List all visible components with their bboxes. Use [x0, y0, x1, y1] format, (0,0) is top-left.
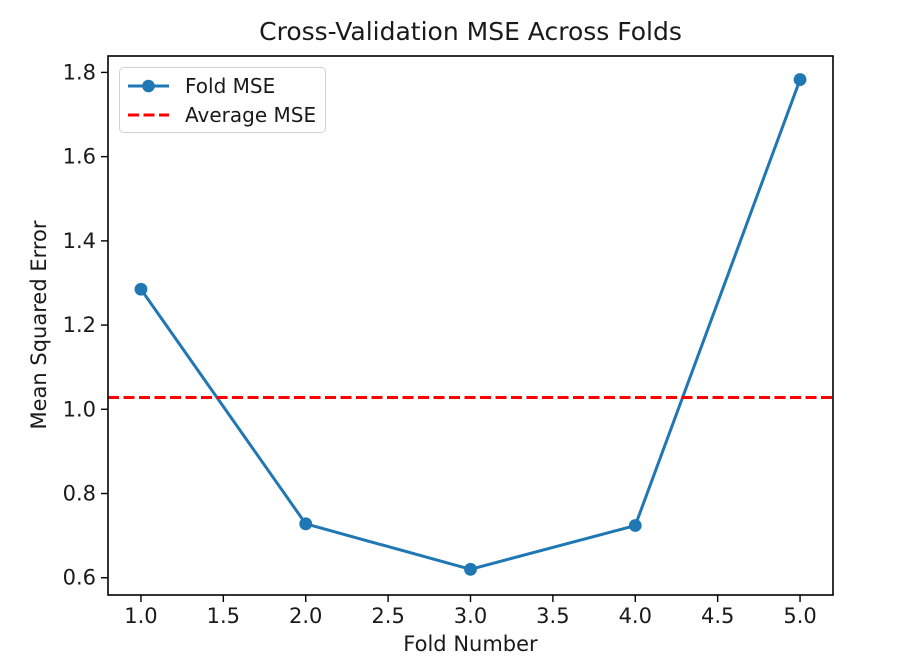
data-point	[628, 519, 642, 532]
legend: Fold MSE Average MSE	[119, 67, 326, 133]
legend-item-average-mse: Average MSE	[127, 100, 317, 129]
x-axis: 1.0 1.5 2.0 2.5 3.0 3.5 4.0 4.5 5.0	[124, 595, 817, 628]
x-tick-label: 3.0	[454, 604, 487, 628]
x-tick-label: 1.5	[207, 604, 240, 628]
x-tick-label: 2.5	[371, 604, 404, 628]
data-point	[299, 517, 313, 531]
y-tick-label: 1.6	[63, 145, 96, 169]
y-tick-label: 1.8	[63, 60, 96, 84]
x-tick-label: 2.0	[289, 604, 322, 628]
y-tick-label: 1.0	[63, 397, 96, 421]
x-tick-label: 1.0	[124, 604, 157, 628]
legend-label-average-mse: Average MSE	[185, 102, 317, 127]
x-tick-label: 5.0	[783, 604, 816, 628]
legend-label-fold-mse: Fold MSE	[185, 73, 276, 98]
x-axis-label: Fold Number	[403, 632, 538, 656]
data-point	[134, 282, 148, 296]
data-point	[793, 73, 807, 86]
y-tick-label: 0.6	[63, 566, 96, 590]
x-tick-label: 3.5	[536, 604, 569, 628]
x-tick-label: 4.0	[619, 604, 652, 628]
y-tick-label: 0.8	[63, 482, 96, 506]
legend-item-fold-mse: Fold MSE	[127, 71, 317, 100]
fold-mse-line	[139, 79, 802, 571]
data-point	[464, 562, 477, 576]
y-axis-label: Mean Squared Error	[27, 220, 51, 430]
y-axis: 0.6 0.8 1.0 1.2 1.4 1.6 1.8	[63, 60, 108, 590]
y-tick-label: 1.2	[63, 313, 96, 337]
plot-frame	[107, 55, 834, 596]
data-point-markers	[134, 73, 807, 576]
fold-mse-legend-line-icon	[128, 79, 169, 92]
average-mse-legend-dash-icon	[128, 113, 169, 116]
y-tick-label: 1.4	[63, 229, 96, 253]
chart-title: Cross-Validation MSE Across Folds	[259, 17, 682, 46]
x-tick-label: 4.5	[701, 604, 734, 628]
